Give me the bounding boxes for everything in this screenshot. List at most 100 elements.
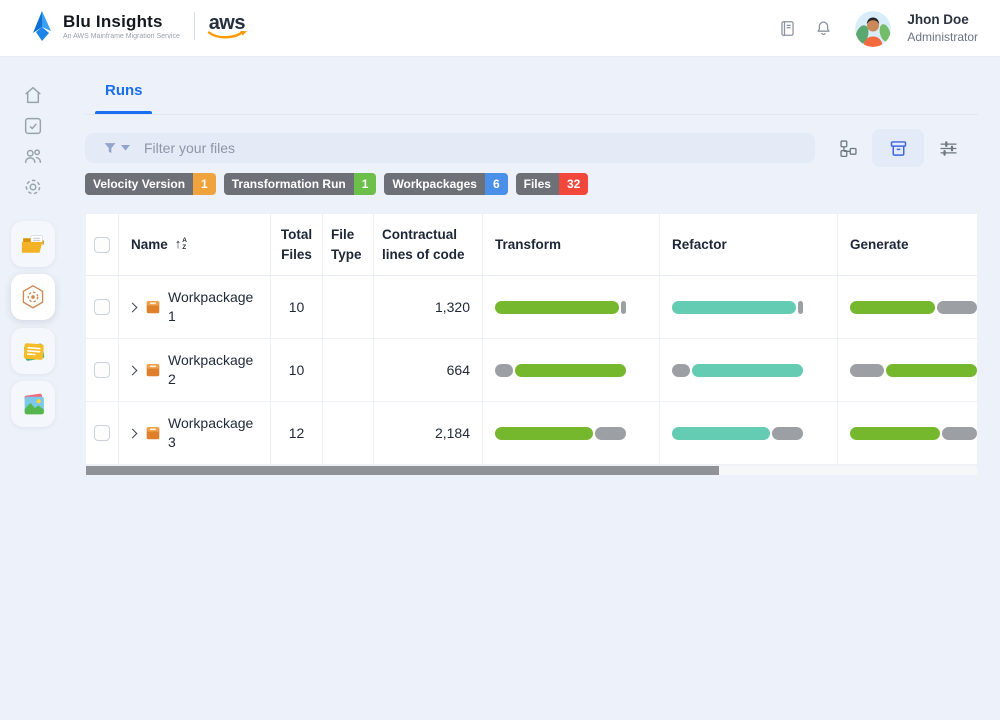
filter-chips: Velocity Version 1 Transformation Run 1 … (85, 173, 589, 195)
sort-az-icon[interactable]: ↑ A Z (174, 236, 187, 252)
funnel-icon (104, 142, 116, 153)
notifications-bell-icon[interactable] (813, 19, 833, 39)
tab-baseline (85, 114, 978, 115)
table-row-workpackage-1: Workpackage 1 10 1,320 (86, 276, 977, 339)
user-role: Administrator (907, 30, 978, 45)
header-cell-file-type: File Type (323, 214, 374, 275)
chip-label: Velocity Version (85, 173, 194, 195)
workpackage-name[interactable]: Workpackage 3 (168, 415, 254, 450)
contractual-loc-value: 1,320 (374, 276, 483, 338)
top-header: Blu Insights An AWS Mainframe Migration … (0, 0, 1000, 57)
tree-view-button[interactable] (836, 136, 860, 160)
header-cell-transform: Transform (483, 214, 660, 275)
column-label-generate: Generate (850, 236, 909, 252)
tasks-check-icon[interactable] (22, 115, 44, 137)
workpackage-box-icon (146, 301, 160, 314)
folder-icon (21, 234, 44, 253)
chip-velocity-version[interactable]: Velocity Version 1 (85, 173, 216, 195)
total-files-value: 10 (271, 276, 323, 338)
total-files-value: 12 (271, 402, 323, 464)
product-subtitle: An AWS Mainframe Migration Service (63, 33, 180, 40)
row-checkbox[interactable] (94, 299, 110, 315)
product-title: Blu Insights (63, 12, 163, 31)
row-checkbox[interactable] (94, 362, 110, 378)
row-checkbox[interactable] (94, 425, 110, 441)
file-type-value (323, 276, 374, 338)
tab-runs[interactable]: Runs (105, 82, 143, 99)
table-row-workpackage-3: Workpackage 3 12 2,184 (86, 402, 977, 465)
column-label-contractual: Contractual lines of code (382, 226, 465, 262)
column-label-refactor: Refactor (672, 236, 727, 252)
hexagon-gear-icon (22, 284, 44, 309)
chip-transformation-run[interactable]: Transformation Run 1 (223, 173, 377, 195)
user-avatar[interactable] (855, 10, 892, 47)
refactor-progress-bar (672, 363, 803, 377)
expand-chevron-icon[interactable] (127, 365, 138, 375)
image-gallery-icon (23, 393, 44, 414)
caret-down-icon (121, 145, 130, 151)
generate-progress-bar (850, 363, 977, 377)
expand-chevron-icon[interactable] (127, 428, 138, 438)
header-cell-name[interactable]: Name ↑ A Z (119, 214, 271, 275)
table-header-row: Name ↑ A Z Total Files File Type Contrac… (86, 214, 977, 276)
workpackage-box-icon (146, 364, 160, 377)
archive-box-view-button[interactable] (872, 129, 924, 167)
sidebar-item-transformation-hexagon[interactable] (11, 274, 55, 320)
chip-count-badge: 6 (484, 173, 508, 195)
column-label-total-files: Total Files (280, 226, 313, 262)
file-type-value (323, 402, 374, 464)
aws-logo-text: aws (208, 12, 246, 34)
table-row-workpackage-2: Workpackage 2 10 664 (86, 339, 977, 402)
users-icon[interactable] (22, 145, 44, 167)
generate-progress-bar (850, 300, 977, 314)
header-cell-checkbox (86, 214, 119, 275)
aws-logo: aws (207, 12, 247, 41)
contractual-loc-value: 664 (374, 339, 483, 401)
workpackage-name[interactable]: Workpackage 1 (168, 289, 254, 324)
select-all-checkbox[interactable] (94, 236, 110, 253)
sidebar-item-codebase-folder[interactable] (11, 221, 55, 267)
sidebar-item-notes[interactable] (11, 328, 55, 374)
transform-progress-bar (495, 363, 626, 377)
generate-progress-bar (850, 426, 977, 440)
chip-workpackages[interactable]: Workpackages 6 (384, 173, 508, 195)
transform-progress-bar (495, 300, 626, 314)
horizontal-scrollbar-track[interactable] (86, 465, 977, 475)
header-cell-refactor: Refactor (660, 214, 838, 275)
runs-table: Name ↑ A Z Total Files File Type Contrac… (85, 213, 978, 475)
column-label-transform: Transform (495, 236, 562, 252)
topbar-right: Jhon Doe Administrator (777, 0, 978, 57)
expand-chevron-icon[interactable] (127, 302, 138, 312)
filter-funnel-dropdown[interactable] (103, 141, 130, 156)
home-icon[interactable] (22, 84, 44, 106)
header-cell-contractual: Contractual lines of code (374, 214, 483, 275)
brand-text: Blu Insights An AWS Mainframe Migration … (63, 12, 180, 40)
header-cell-total-files: Total Files (271, 214, 323, 275)
documentation-icon[interactable] (777, 19, 797, 39)
refactor-progress-bar (672, 426, 803, 440)
column-label-name: Name (131, 236, 168, 252)
logo-divider (193, 12, 195, 40)
user-menu[interactable]: Jhon Doe Administrator (907, 12, 978, 46)
workpackage-name[interactable]: Workpackage 2 (168, 352, 254, 387)
blu-insights-logo-icon (28, 9, 56, 43)
chip-count-badge: 32 (558, 173, 589, 195)
filter-settings-button[interactable] (936, 136, 960, 160)
filter-bar (85, 133, 815, 163)
total-files-value: 10 (271, 339, 323, 401)
refactor-progress-bar (672, 300, 803, 314)
chip-files[interactable]: Files 32 (515, 173, 589, 195)
settings-gear-icon[interactable] (22, 176, 44, 198)
chip-label: Workpackages (384, 173, 485, 195)
notes-icon (23, 342, 44, 361)
sidebar-item-gallery[interactable] (11, 381, 55, 427)
chip-label: Transformation Run (223, 173, 354, 195)
horizontal-scrollbar-thumb[interactable] (86, 466, 719, 475)
workpackage-box-icon (146, 427, 160, 440)
user-name: Jhon Doe (907, 11, 969, 27)
aws-smile-icon (207, 31, 247, 39)
left-sidebar (0, 57, 66, 720)
view-toggle-group (836, 129, 960, 167)
filter-files-input[interactable] (144, 140, 805, 156)
